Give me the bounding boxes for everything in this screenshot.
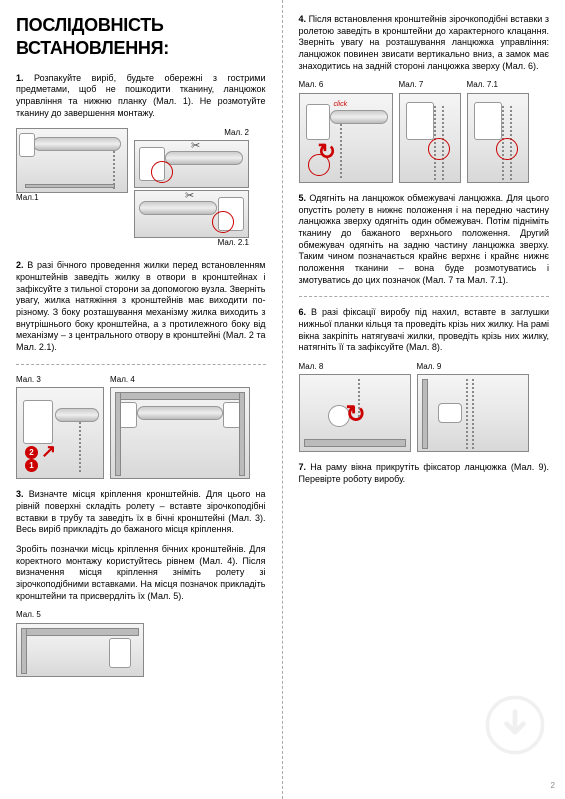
page-number: 2: [551, 781, 555, 791]
fig-3-label: Мал. 3: [16, 375, 41, 385]
fig-21-label: Мал. 2.1: [218, 238, 249, 248]
figs-row-3: Мал. 5: [16, 610, 266, 676]
badge-1: 1: [25, 459, 38, 472]
divider-right: [299, 296, 550, 297]
step-5: 5. Одягніть на ланцюжок обмежувачі ланцю…: [299, 193, 550, 287]
step-6-num: 6.: [299, 307, 307, 317]
step-2-num: 2.: [16, 260, 24, 270]
step-4-num: 4.: [299, 14, 307, 24]
left-column: ПОСЛІДОВНІСТЬ ВСТАНОВЛЕННЯ: 1. Розпакуйт…: [0, 0, 283, 799]
badge-2: 2: [25, 446, 38, 459]
step-3-text: Визначте місця кріплення кронштейнів. Дл…: [16, 489, 266, 534]
fig-4: Мал. 4: [110, 375, 250, 479]
fig-4-box: [110, 387, 250, 479]
right-column: 4. Після встановлення кронштейнів зірочк…: [283, 0, 565, 799]
fig-3-box: ↗ 2 1: [16, 387, 104, 479]
fig-7-box: [399, 93, 461, 183]
fig-71: Мал. 7.1: [467, 80, 529, 182]
step-6: 6. В разі фіксації виробу під нахил, вст…: [299, 307, 550, 354]
fig-6-label: Мал. 6: [299, 80, 324, 90]
fig-21: ✂ Мал. 2.1: [134, 190, 249, 250]
step-7-text: На раму вікна прикрутіть фіксатор ланцюж…: [299, 462, 550, 484]
fig-6-box: click ↻: [299, 93, 393, 183]
arrow-icon: ↗: [41, 440, 56, 463]
step-2: 2. В разі бічного проведення жилки перед…: [16, 260, 266, 354]
fig-71-box: [467, 93, 529, 183]
fig-5-label: Мал. 5: [16, 610, 41, 620]
step-2-text: В разі бічного проведення жилки перед вс…: [16, 260, 266, 352]
step-7-num: 7.: [299, 462, 307, 472]
step-3-num: 3.: [16, 489, 24, 499]
scissors-icon: ✂: [191, 139, 200, 153]
figs-row-2: Мал. 3 ↗ 2 1 Мал. 4: [16, 375, 266, 479]
fig-2: Мал. 2 ✂: [134, 128, 249, 188]
figs-row-1: Мал.1 Мал. 2 ✂ ✂: [16, 128, 266, 251]
step-4: 4. Після встановлення кронштейнів зірочк…: [299, 14, 550, 72]
fig-21-box: ✂: [134, 190, 249, 238]
fig-9-box: [417, 374, 529, 452]
step-5-num: 5.: [299, 193, 307, 203]
fig-8-label: Мал. 8: [299, 362, 324, 372]
fig-3: Мал. 3 ↗ 2 1: [16, 375, 104, 479]
fig-7: Мал. 7: [399, 80, 461, 182]
figs-row-4: Мал. 6 click ↻ Мал. 7: [299, 80, 550, 182]
step-7: 7. На раму вікна прикрутіть фіксатор лан…: [299, 462, 550, 485]
step-4-text: Після встановлення кронштейнів зірочкопо…: [299, 14, 550, 71]
fig-2-label: Мал. 2: [224, 128, 249, 138]
fig-5-box: [16, 623, 144, 677]
fig-9: Мал. 9: [417, 362, 529, 452]
step-3: 3. Визначте місця кріплення кронштейнів.…: [16, 489, 266, 536]
fig-5: Мал. 5: [16, 610, 144, 676]
fig-2-box: ✂: [134, 140, 249, 188]
step-1-num: 1.: [16, 73, 24, 83]
fig-71-label: Мал. 7.1: [467, 80, 498, 90]
step-3b-text: Зробіть позначки місць кріплення бічних …: [16, 544, 266, 601]
step-6-text: В разі фіксації виробу під нахил, вставт…: [299, 307, 550, 352]
divider-left: [16, 364, 266, 365]
fig-1-label: Мал.1: [16, 193, 39, 203]
watermark-icon: [485, 695, 545, 759]
fig-8: Мал. 8 ↻: [299, 362, 411, 452]
step-1-text: Розпакуйте виріб, будьте обережні з гост…: [16, 73, 266, 118]
step-5-text: Одягніть на ланцюжок обмежувачі ланцюжка…: [299, 193, 550, 285]
step-3b: Зробіть позначки місць кріплення бічних …: [16, 544, 266, 602]
fig-1: Мал.1: [16, 128, 128, 205]
click-label: click: [334, 100, 348, 109]
figs-row-5: Мал. 8 ↻ Мал. 9: [299, 362, 550, 452]
step-1: 1. Розпакуйте виріб, будьте обережні з г…: [16, 73, 266, 120]
fig-1-box: [16, 128, 128, 193]
fig-8-box: ↻: [299, 374, 411, 452]
page-title: ПОСЛІДОВНІСТЬ ВСТАНОВЛЕННЯ:: [16, 14, 266, 61]
fig-6: Мал. 6 click ↻: [299, 80, 393, 182]
fig-4-label: Мал. 4: [110, 375, 135, 385]
arrow-curve-icon-2: ↻: [346, 399, 366, 430]
fig-7-label: Мал. 7: [399, 80, 424, 90]
scissors-icon-2: ✂: [185, 189, 194, 203]
fig-9-label: Мал. 9: [417, 362, 442, 372]
instruction-page: ПОСЛІДОВНІСТЬ ВСТАНОВЛЕННЯ: 1. Розпакуйт…: [0, 0, 565, 799]
